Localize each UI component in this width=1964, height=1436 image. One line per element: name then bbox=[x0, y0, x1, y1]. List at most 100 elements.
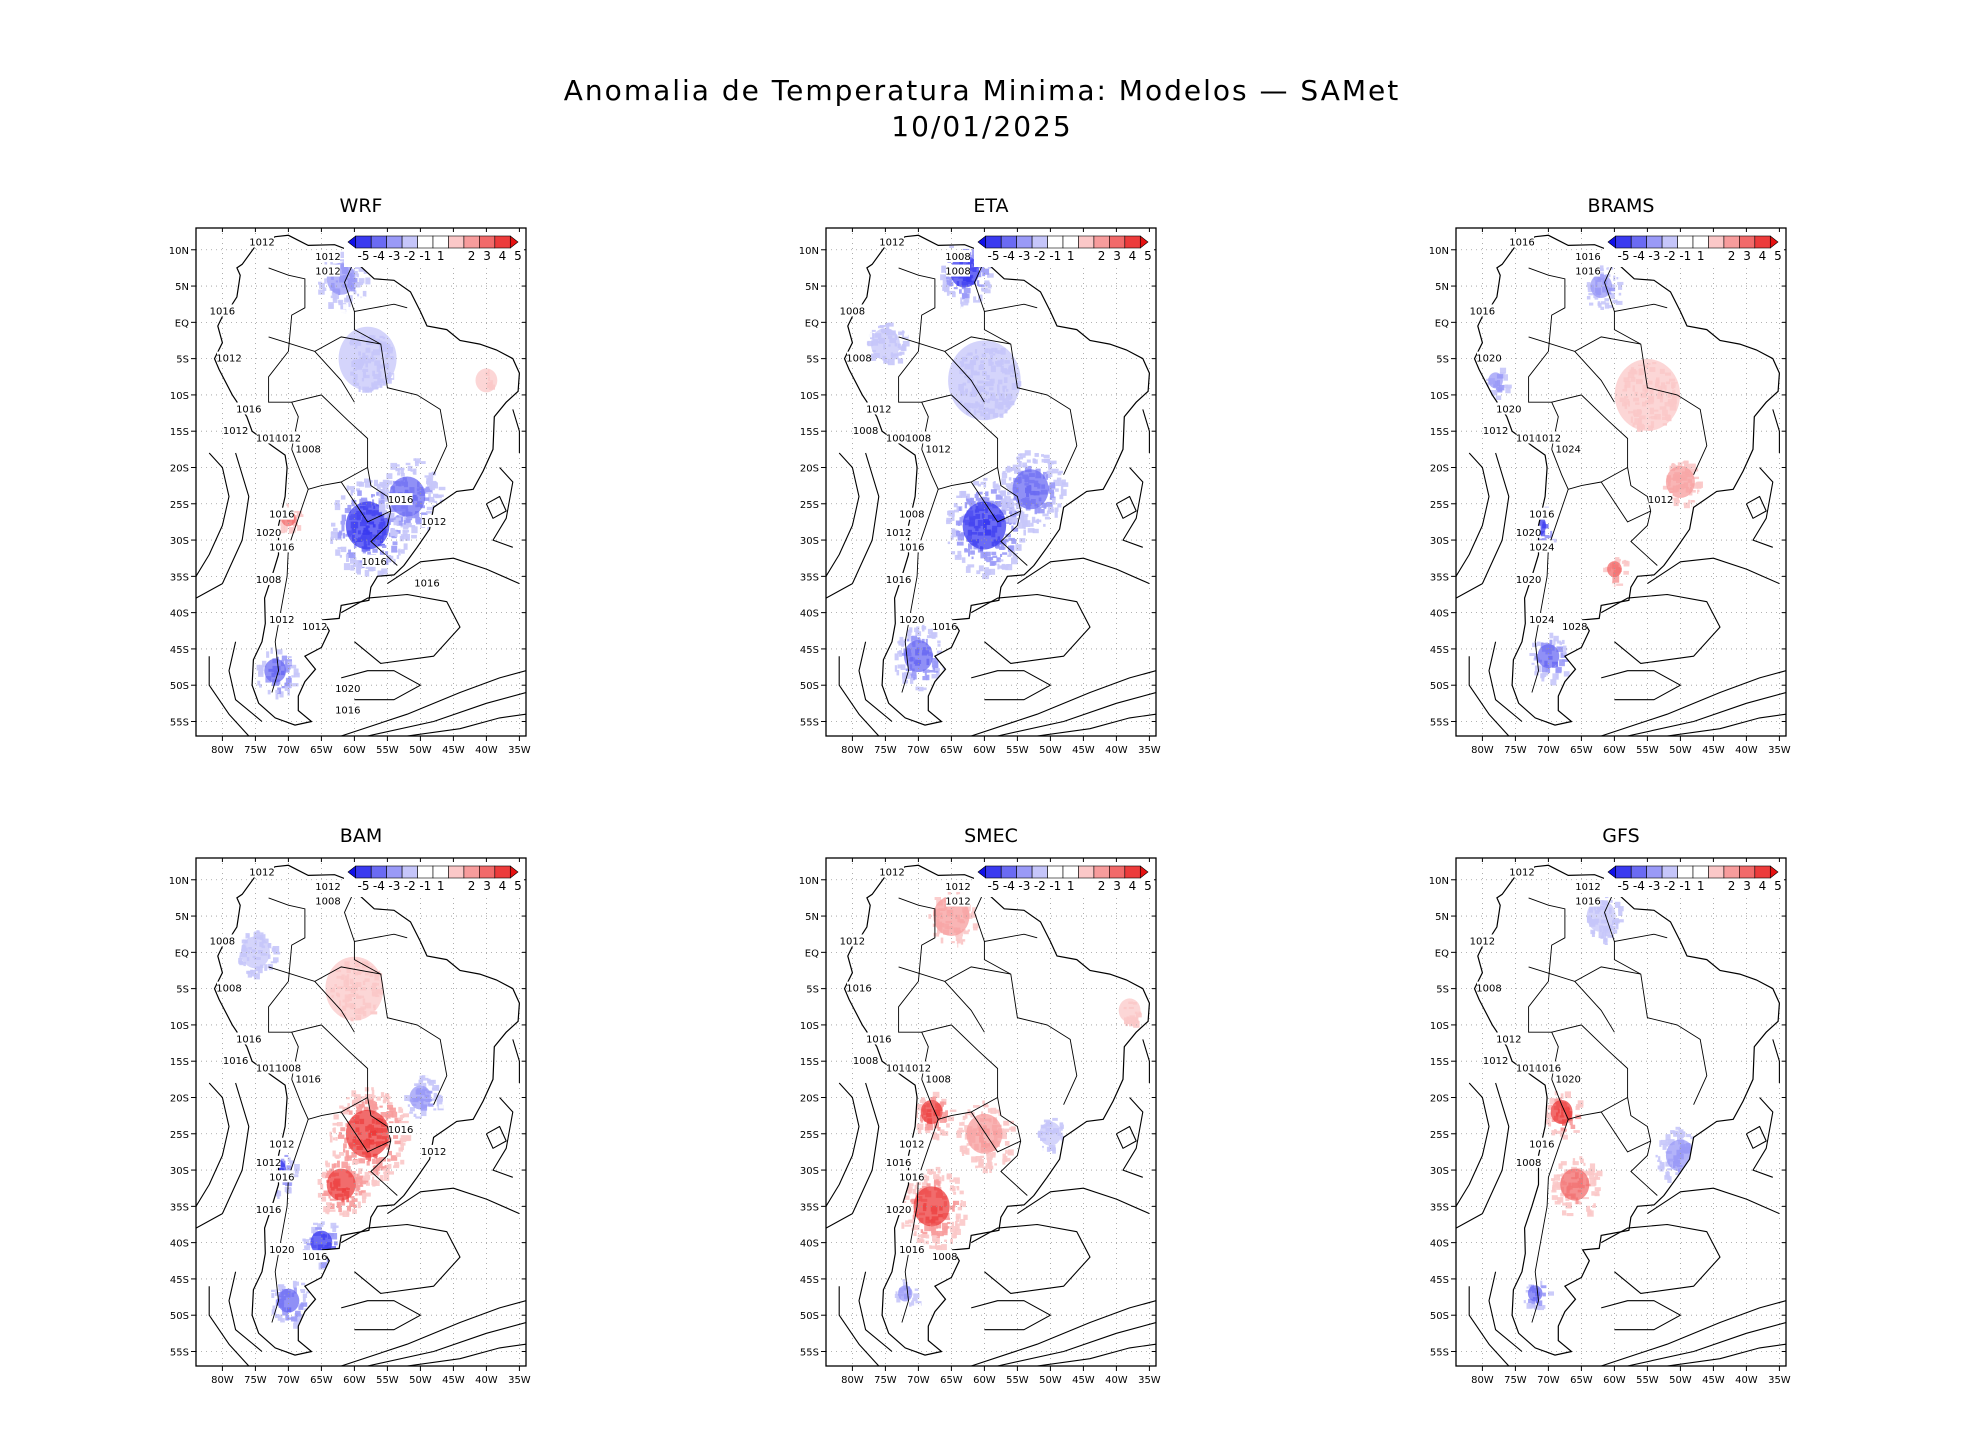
anomaly-cell bbox=[386, 954, 392, 958]
isobar-label-bg bbox=[276, 1061, 301, 1074]
isobar-label-bg bbox=[1516, 525, 1541, 538]
anomaly-cell bbox=[1672, 371, 1677, 376]
anomaly-cell bbox=[1013, 514, 1017, 520]
anomaly-cell bbox=[245, 933, 250, 939]
anomaly-cell bbox=[1044, 368, 1048, 374]
anomaly-cell bbox=[241, 932, 248, 940]
anomaly-cell bbox=[1697, 489, 1700, 494]
isobar-line bbox=[1488, 641, 1523, 722]
anomaly-cell bbox=[1616, 421, 1623, 429]
anomaly-cell bbox=[368, 1034, 373, 1042]
anomaly-cell bbox=[884, 314, 890, 318]
anomaly-cell bbox=[970, 550, 975, 555]
panel-wrf: WRF 1012 1012 1012 1016 1012 1016 1012 1016 1012 1… bbox=[169, 190, 531, 770]
anomaly-cell bbox=[333, 527, 338, 532]
anomaly-cell bbox=[1026, 410, 1033, 414]
anomaly-cell bbox=[1674, 497, 1680, 501]
anomaly-cell bbox=[945, 425, 949, 430]
anomaly-cell bbox=[328, 302, 334, 309]
anomaly-cell bbox=[322, 1171, 327, 1179]
anomaly-cell bbox=[941, 402, 947, 405]
anomaly-cell bbox=[315, 1227, 322, 1230]
anomaly-cell bbox=[947, 510, 954, 516]
anomaly-cell bbox=[319, 976, 327, 981]
anomaly-cell bbox=[492, 364, 500, 369]
anomaly-cell bbox=[424, 475, 430, 478]
anomaly-cell bbox=[393, 322, 398, 328]
anomaly-cell bbox=[302, 993, 306, 998]
anomaly-cell bbox=[1032, 360, 1040, 364]
x-tick-label: 65W bbox=[1570, 745, 1593, 756]
anomaly-cell bbox=[959, 434, 964, 437]
anomaly-cell bbox=[387, 1163, 392, 1169]
colorbar-box bbox=[463, 235, 480, 249]
anomaly-cell bbox=[1643, 437, 1648, 445]
anomaly-cell bbox=[1016, 423, 1020, 429]
anomaly-cell bbox=[1664, 428, 1671, 432]
anomaly-cell bbox=[1550, 679, 1557, 686]
anomaly-cell bbox=[354, 282, 361, 288]
anomaly-cell bbox=[928, 414, 934, 419]
anomaly-cell bbox=[1021, 339, 1025, 346]
isobar-line bbox=[512, 409, 520, 453]
anomaly-cell bbox=[1001, 472, 1008, 479]
y-tick-label: 35S bbox=[1430, 572, 1449, 583]
colorbar-label: 5 bbox=[1144, 249, 1152, 263]
anomaly-cell bbox=[941, 383, 945, 388]
anomaly-cell bbox=[934, 1179, 939, 1184]
anomaly-cell bbox=[1015, 544, 1022, 551]
anomaly-cell bbox=[1023, 416, 1029, 421]
panel-eta-svg: ETA1012100810081008100810121008100810081… bbox=[799, 195, 1161, 756]
anomaly-cell bbox=[1673, 497, 1677, 501]
anomaly-cell bbox=[380, 1167, 385, 1171]
anomaly-cell bbox=[436, 1096, 443, 1102]
anomaly-cell bbox=[394, 1161, 400, 1167]
anomaly-cell bbox=[473, 396, 480, 401]
anomaly-cell bbox=[340, 1037, 345, 1043]
anomaly-cell bbox=[961, 338, 969, 345]
anomaly-cell bbox=[949, 245, 954, 248]
anomaly-cell bbox=[1004, 539, 1009, 543]
anomaly-cell bbox=[936, 650, 942, 656]
anomaly-cell bbox=[405, 323, 410, 326]
anomaly-cell bbox=[981, 449, 986, 454]
anomaly-cell bbox=[1007, 554, 1012, 557]
anomaly-cell bbox=[393, 519, 399, 526]
anomaly-cell bbox=[397, 1017, 400, 1023]
anomaly-cell bbox=[1692, 420, 1697, 424]
anomaly-cell bbox=[1048, 463, 1052, 471]
y-tick-label: 50S bbox=[1430, 681, 1449, 692]
anomaly-cell bbox=[356, 403, 364, 408]
anomaly-cell bbox=[1698, 366, 1701, 369]
anomaly-cell bbox=[932, 350, 939, 353]
anomaly-cell bbox=[341, 524, 345, 532]
anomaly-core bbox=[903, 640, 933, 673]
anomaly-cell bbox=[1013, 497, 1016, 501]
anomaly-cell bbox=[402, 533, 405, 540]
anomaly-cell bbox=[935, 668, 940, 671]
anomaly-cell bbox=[1670, 429, 1677, 435]
anomaly-cell bbox=[885, 315, 891, 323]
anomaly-cell bbox=[358, 1027, 364, 1033]
anomaly-cell bbox=[905, 1186, 913, 1191]
anomaly-cell bbox=[293, 668, 299, 676]
anomaly-cell bbox=[418, 1079, 423, 1086]
anomaly-cell bbox=[1021, 367, 1026, 373]
anomaly-cell bbox=[928, 357, 931, 360]
anomaly-cell bbox=[906, 638, 910, 642]
anomaly-cell bbox=[919, 368, 925, 372]
anomaly-cell bbox=[322, 300, 326, 305]
anomaly-cell bbox=[941, 386, 945, 394]
isobar-label: 1012 bbox=[249, 868, 274, 879]
anomaly-cell bbox=[330, 1024, 336, 1030]
anomaly-cell bbox=[924, 377, 931, 382]
anomaly-cell bbox=[307, 1014, 315, 1019]
anomaly-cell bbox=[284, 683, 292, 687]
anomaly-cell bbox=[386, 473, 393, 479]
anomaly-cell bbox=[247, 981, 252, 984]
anomaly-cell bbox=[335, 351, 339, 353]
anomaly-cell bbox=[946, 279, 952, 282]
anomaly-cell bbox=[1019, 393, 1025, 396]
isobar-label-bg bbox=[296, 1072, 321, 1085]
isobar-label-bg bbox=[866, 402, 891, 415]
